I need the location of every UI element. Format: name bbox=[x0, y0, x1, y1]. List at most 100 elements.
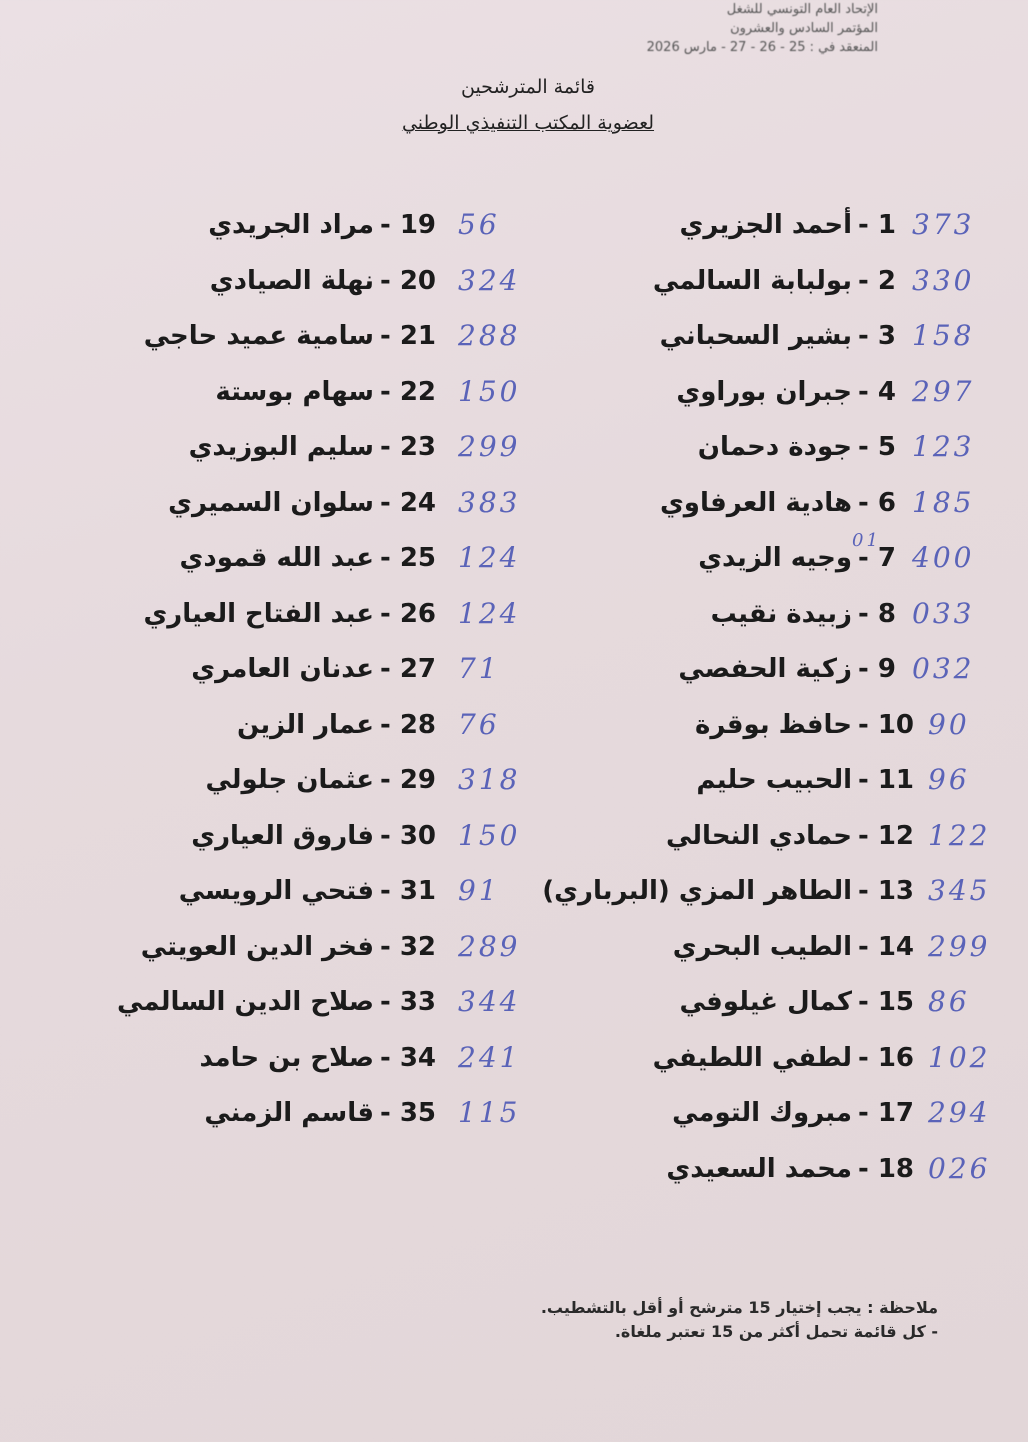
handwritten-vote-count: 123 bbox=[912, 430, 975, 463]
candidate-index: 8 bbox=[877, 598, 896, 629]
candidate-row: عبد الفتاح العياري 26 - 124 bbox=[0, 597, 1028, 639]
candidate-row: عبد الله قمودي 25 - 124 bbox=[0, 541, 1028, 583]
candidate-name: مبروك التومي bbox=[672, 1098, 852, 1128]
candidate-index: 13 bbox=[877, 876, 915, 906]
candidate-number: 11 - bbox=[858, 765, 915, 795]
candidate-number: 4 - bbox=[858, 376, 896, 407]
candidate-name: الحبيب حليم bbox=[696, 765, 852, 795]
title-line-2: لعضوية المكتب التنفيذي الوطني bbox=[0, 112, 1028, 134]
handwritten-vote-count: 86 bbox=[928, 985, 970, 1018]
candidate-index: 26 bbox=[399, 598, 437, 629]
candidate-number: 18 - bbox=[858, 1153, 915, 1184]
candidate-name: وجيه الزيدي bbox=[698, 543, 852, 573]
header-line-2: المؤتمر السادس والعشرون bbox=[730, 21, 878, 36]
candidate-index: 22 bbox=[399, 376, 437, 407]
candidate-number: 35 - bbox=[380, 1098, 437, 1128]
candidate-name: جبران بوراوي bbox=[676, 376, 852, 407]
candidate-row: فخر الدين العويتي 32 - 289 bbox=[0, 929, 1028, 972]
candidate-number: 14 - bbox=[858, 931, 915, 962]
candidate-index: 12 bbox=[877, 820, 915, 851]
candidate-index: 28 bbox=[399, 709, 437, 740]
candidate-name: صلاح الدين السالمي bbox=[117, 987, 374, 1017]
candidate-index: 19 bbox=[399, 210, 437, 240]
candidate-row: نهلة الصيادي 20 - 324 bbox=[0, 263, 1028, 306]
org-header: الإتحاد العام التونسي للشغل المؤتمر السا… bbox=[647, 2, 878, 55]
handwritten-vote-count: 330 bbox=[912, 263, 975, 297]
handwritten-vote-count: 56 bbox=[458, 208, 500, 241]
candidate-row: زبيدة نقيب 8 - 033 bbox=[0, 597, 1028, 639]
handwritten-vote-count: 032 bbox=[912, 652, 975, 685]
note: ملاحظة : يجب إختيار 15 مترشح أو أقل بالت… bbox=[541, 1296, 938, 1344]
candidate-number: 34 - bbox=[380, 1042, 437, 1073]
candidate-name: الطيب البحري bbox=[672, 931, 852, 962]
candidate-name: عمار الزين bbox=[237, 709, 374, 740]
candidate-name: بشير السحباني bbox=[659, 321, 852, 351]
title-subtitle: لعضوية المكتب التنفيذي الوطني bbox=[401, 112, 655, 134]
candidate-number: 5 - bbox=[858, 432, 896, 462]
candidate-name: فاروق العياري bbox=[191, 820, 374, 851]
candidate-index: 16 bbox=[877, 1042, 915, 1073]
handwritten-vote-count: 76 bbox=[458, 707, 500, 741]
candidate-row: سليم البوزيدي 23 - 299 bbox=[0, 430, 1028, 472]
handwritten-vote-count: 150 bbox=[458, 818, 521, 852]
candidate-number: 26 - bbox=[380, 598, 437, 629]
candidate-number: 19 - bbox=[380, 210, 437, 240]
candidate-index: 5 bbox=[877, 432, 896, 462]
candidate-index: 1 bbox=[877, 210, 896, 240]
candidate-name: عدنان العامري bbox=[191, 654, 374, 684]
candidate-number: 13 - bbox=[858, 876, 915, 906]
candidate-index: 6 bbox=[877, 487, 896, 518]
candidate-index: 30 bbox=[399, 820, 437, 851]
candidate-number: 30 - bbox=[380, 820, 437, 851]
candidate-number: 12 - bbox=[858, 820, 915, 851]
candidate-row: أحمد الجزيري 1 - 373 bbox=[0, 208, 1028, 250]
candidate-number: 27 - bbox=[380, 654, 437, 684]
candidate-number: 6 - bbox=[858, 487, 896, 518]
candidate-row: حافظ بوقرة 10 - 90 bbox=[0, 708, 1028, 750]
candidate-name: مراد الجريدي bbox=[208, 210, 374, 240]
candidate-number: 1 - bbox=[858, 210, 896, 240]
candidate-row: بشير السحباني 3 - 158 bbox=[0, 319, 1028, 361]
candidate-row: عثمان جلولي 29 - 318 bbox=[0, 763, 1028, 805]
candidate-number: 24 - bbox=[380, 487, 437, 518]
candidate-row: هادية العرفاوي 6 - 185 bbox=[0, 485, 1028, 528]
handwritten-vote-count: 324 bbox=[458, 263, 521, 297]
handwritten-vote-count: 96 bbox=[928, 763, 970, 796]
handwritten-vote-count: 400 bbox=[912, 541, 975, 574]
candidate-row: سلوان السميري 24 - 383 bbox=[0, 486, 1028, 528]
note-line-2: - كل قائمة تحمل أكثر من 15 تعتبر ملغاة. bbox=[614, 1322, 938, 1341]
candidate-name: نهلة الصيادي bbox=[209, 265, 374, 296]
candidate-number: 10 - bbox=[858, 709, 915, 740]
candidate-index: 27 bbox=[399, 654, 437, 684]
header-line-3: المنعقد في : 25 - 26 - 27 - مارس 2026 bbox=[646, 40, 878, 55]
candidate-row: كمال غيلوفي 15 - 86 bbox=[0, 985, 1028, 1027]
candidate-index: 25 bbox=[399, 543, 437, 573]
handwritten-vote-count: 345 bbox=[928, 874, 991, 907]
candidate-index: 24 bbox=[399, 487, 437, 518]
handwritten-vote-count: 299 bbox=[458, 430, 521, 463]
handwritten-vote-count: 241 bbox=[458, 1040, 521, 1074]
candidate-row: مراد الجريدي 19 - 56 bbox=[0, 208, 1028, 250]
candidate-number: 2 - bbox=[858, 265, 896, 296]
handwritten-vote-count: 318 bbox=[458, 763, 521, 796]
handwritten-vote-count: 026 bbox=[928, 1151, 991, 1185]
candidate-name: الطاهر المزي (البرباري) bbox=[542, 876, 852, 906]
candidate-number: 17 - bbox=[858, 1098, 915, 1128]
handwritten-vote-count: 288 bbox=[458, 319, 521, 352]
handwritten-annotation: 01 bbox=[852, 530, 881, 551]
candidate-number: 21 - bbox=[380, 321, 437, 351]
candidate-index: 15 bbox=[877, 987, 915, 1017]
candidate-row: لطفي اللطيفي 16 - 102 bbox=[0, 1041, 1028, 1083]
candidate-name: زبيدة نقيب bbox=[710, 598, 852, 629]
candidate-index: 20 bbox=[399, 265, 437, 296]
candidate-number: 25 - bbox=[380, 543, 437, 573]
candidate-index: 9 bbox=[877, 654, 896, 684]
candidate-number: 8 - bbox=[858, 598, 896, 629]
candidate-index: 23 bbox=[399, 432, 437, 462]
candidate-index: 4 bbox=[877, 376, 896, 407]
handwritten-vote-count: 185 bbox=[912, 485, 975, 519]
handwritten-vote-count: 289 bbox=[458, 929, 521, 963]
handwritten-vote-count: 150 bbox=[458, 374, 521, 408]
candidate-number: 28 - bbox=[380, 709, 437, 740]
note-line-1: ملاحظة : يجب إختيار 15 مترشح أو أقل بالت… bbox=[540, 1298, 938, 1317]
